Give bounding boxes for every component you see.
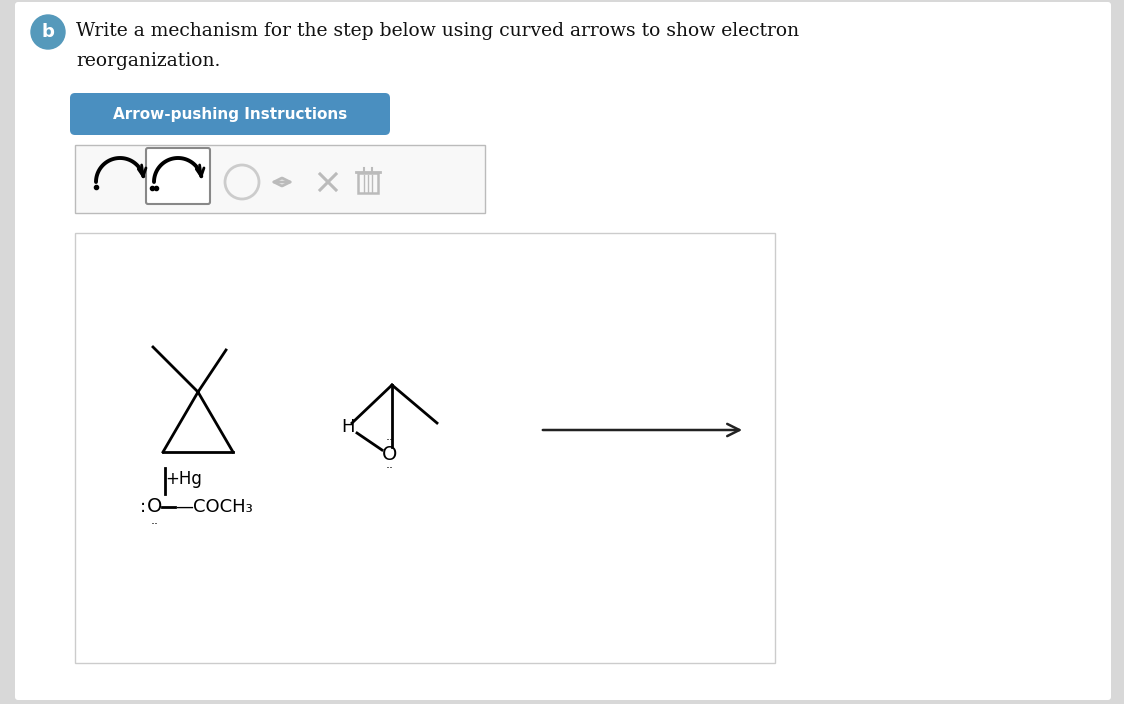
Text: +Hg: +Hg [165,470,202,488]
Circle shape [31,15,65,49]
FancyBboxPatch shape [70,93,390,135]
Text: ..: .. [151,513,158,527]
FancyBboxPatch shape [75,233,776,663]
Text: Arrow-pushing Instructions: Arrow-pushing Instructions [112,106,347,122]
FancyBboxPatch shape [146,148,210,204]
Text: Write a mechanism for the step below using curved arrows to show electron: Write a mechanism for the step below usi… [76,22,799,40]
Text: —COCH₃: —COCH₃ [175,498,253,516]
FancyBboxPatch shape [75,145,484,213]
Text: H: H [342,418,355,436]
Text: O: O [382,446,398,465]
FancyBboxPatch shape [15,2,1111,700]
Text: reorganization.: reorganization. [76,52,220,70]
Text: b: b [42,23,54,41]
Text: ··: ·· [386,434,395,448]
Text: O: O [147,498,163,517]
Text: ··: ·· [386,463,395,475]
Bar [359,173,378,193]
Text: :: : [139,498,146,516]
